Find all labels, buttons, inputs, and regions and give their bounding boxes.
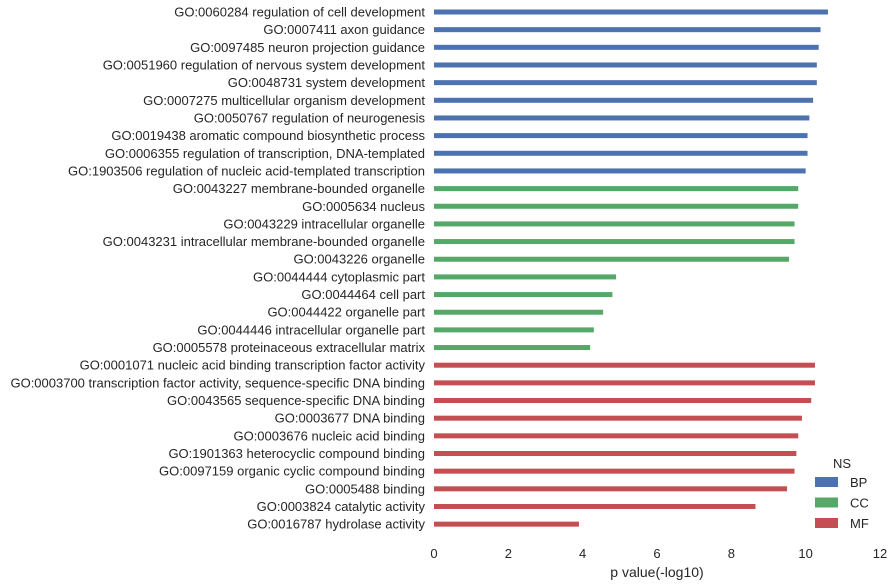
bar-26 <box>434 468 795 474</box>
category-label-24: GO:0003676 nucleic acid binding <box>233 428 425 443</box>
bars-group <box>434 9 828 527</box>
bar-9 <box>434 168 806 174</box>
bar-15 <box>434 274 617 280</box>
bar-16 <box>434 292 613 298</box>
legend-label-cc: CC <box>850 496 869 511</box>
category-label-16: GO:0044464 cell part <box>301 287 425 302</box>
category-label-23: GO:0003677 DNA binding <box>275 411 425 426</box>
category-label-21: GO:0003700 transcription factor activity… <box>10 375 425 390</box>
bar-12 <box>434 221 795 227</box>
category-label-10: GO:0043227 membrane-bounded organelle <box>173 181 425 196</box>
x-tick-6: 12 <box>873 546 887 561</box>
x-tick-5: 10 <box>798 546 812 561</box>
category-label-15: GO:0044444 cytoplasmic part <box>253 269 425 284</box>
bar-17 <box>434 309 604 315</box>
bar-4 <box>434 80 817 86</box>
x-tick-labels-group: 0 2 4 6 8 10 12 <box>430 546 887 561</box>
category-labels-group: GO:0060284 regulation of cell developmen… <box>10 5 425 532</box>
category-label-18: GO:0044446 intracellular organelle part <box>197 322 425 337</box>
category-label-25: GO:1901363 heterocyclic compound binding <box>168 446 425 461</box>
bar-7 <box>434 133 808 139</box>
bar-21 <box>434 380 815 386</box>
x-tick-1: 2 <box>505 546 512 561</box>
bar-0 <box>434 9 828 15</box>
category-label-28: GO:0003824 catalytic activity <box>257 499 426 514</box>
legend-swatch-mf <box>815 518 838 528</box>
legend-swatch-cc <box>815 497 838 508</box>
bar-14 <box>434 256 789 262</box>
category-label-20: GO:0001071 nucleic acid binding transcri… <box>80 358 426 373</box>
category-label-7: GO:0019438 aromatic compound biosyntheti… <box>111 128 425 143</box>
bar-3 <box>434 62 817 68</box>
bar-13 <box>434 239 795 245</box>
bar-20 <box>434 362 815 368</box>
legend-title: NS <box>833 456 851 471</box>
category-label-14: GO:0043226 organelle <box>293 252 425 267</box>
category-label-27: GO:0005488 binding <box>305 481 425 496</box>
category-label-5: GO:0007275 multicellular organism develo… <box>143 93 425 108</box>
category-label-3: GO:0051960 regulation of nervous system … <box>103 57 426 72</box>
category-label-0: GO:0060284 regulation of cell developmen… <box>174 5 425 20</box>
category-label-11: GO:0005634 nucleus <box>302 199 425 214</box>
bar-24 <box>434 433 799 439</box>
category-label-6: GO:0050767 regulation of neurogenesis <box>194 110 426 125</box>
category-label-4: GO:0048731 system development <box>228 75 426 90</box>
bar-10 <box>434 186 799 192</box>
x-tick-0: 0 <box>430 546 437 561</box>
category-label-29: GO:0016787 hydrolase activity <box>247 517 425 532</box>
category-label-26: GO:0097159 organic cyclic compound bindi… <box>159 464 425 479</box>
bar-19 <box>434 345 591 351</box>
category-label-17: GO:0044422 organelle part <box>267 305 425 320</box>
category-label-19: GO:0005578 proteinaceous extracellular m… <box>153 340 426 355</box>
bar-22 <box>434 398 812 404</box>
category-label-13: GO:0043231 intracellular membrane-bounde… <box>103 234 425 249</box>
category-label-12: GO:0043229 intracellular organelle <box>223 216 425 231</box>
bar-6 <box>434 115 810 121</box>
x-tick-2: 4 <box>579 546 586 561</box>
legend-swatch-bp <box>815 477 838 487</box>
x-axis-label: p value(-log10) <box>610 564 703 580</box>
bar-25 <box>434 451 797 456</box>
legend: NS BP CC MF <box>815 456 869 531</box>
x-tick-4: 8 <box>728 546 735 561</box>
category-label-8: GO:0006355 regulation of transcription, … <box>105 146 425 161</box>
category-label-1: GO:0007411 axon guidance <box>263 22 425 37</box>
bar-27 <box>434 486 788 492</box>
bar-8 <box>434 150 808 156</box>
legend-label-bp: BP <box>850 475 867 490</box>
bar-29 <box>434 521 579 527</box>
category-label-9: GO:1903506 regulation of nucleic acid-te… <box>68 163 425 178</box>
bar-28 <box>434 503 756 509</box>
legend-label-mf: MF <box>850 516 869 531</box>
x-tick-3: 6 <box>653 546 660 561</box>
bar-1 <box>434 27 821 33</box>
category-label-2: GO:0097485 neuron projection guidance <box>190 40 425 55</box>
category-label-22: GO:0043565 sequence-specific DNA binding <box>167 393 425 408</box>
bar-2 <box>434 44 819 50</box>
bar-11 <box>434 203 799 209</box>
bar-23 <box>434 415 802 421</box>
bar-18 <box>434 327 594 333</box>
bar-5 <box>434 97 814 103</box>
